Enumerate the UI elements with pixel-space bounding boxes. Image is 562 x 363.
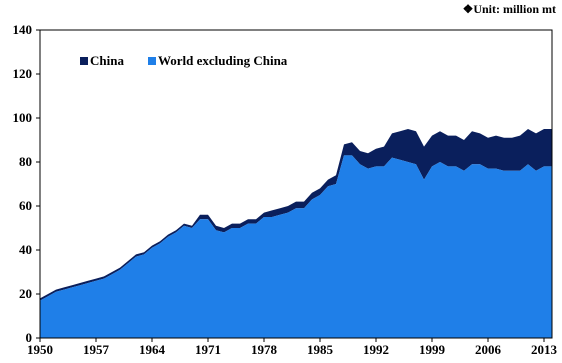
y-tick-label: 20 xyxy=(19,286,32,301)
x-tick-label: 2006 xyxy=(475,342,502,357)
area-world-excluding-china xyxy=(40,155,552,338)
y-tick-label: 0 xyxy=(26,330,33,345)
x-tick-label: 1957 xyxy=(83,342,110,357)
x-tick-label: 1964 xyxy=(139,342,166,357)
areas-layer xyxy=(40,129,552,338)
y-tick-label: 120 xyxy=(13,66,33,81)
x-tick-label: 1992 xyxy=(363,342,389,357)
area-china xyxy=(40,129,552,301)
legend-label: China xyxy=(90,53,124,68)
legend-swatch xyxy=(80,57,88,65)
x-tick-label: 1999 xyxy=(419,342,446,357)
y-tick-label: 60 xyxy=(19,198,32,213)
legend-swatch xyxy=(148,57,156,65)
x-tick-label: 1950 xyxy=(27,342,53,357)
axes-layer xyxy=(39,29,553,339)
x-tick-label: 2013 xyxy=(531,342,558,357)
y-tick-label: 100 xyxy=(13,110,33,125)
x-tick-label: 1985 xyxy=(307,342,334,357)
plot-frame xyxy=(39,29,553,339)
x-tick-label: 1978 xyxy=(251,342,278,357)
x-tick-label: 1971 xyxy=(195,342,221,357)
ticks-layer: 0 20 40 60 80 100 120 140 1950 1957 1964 1971 1978 19… xyxy=(13,22,558,357)
y-tick-label: 40 xyxy=(19,242,32,257)
legend-label: World excluding China xyxy=(158,53,288,68)
y-tick-label: 140 xyxy=(13,22,33,37)
legend: China World excluding China xyxy=(80,53,288,68)
y-tick-label: 80 xyxy=(19,154,32,169)
unit-note: ❖Unit: million mt xyxy=(462,2,556,16)
